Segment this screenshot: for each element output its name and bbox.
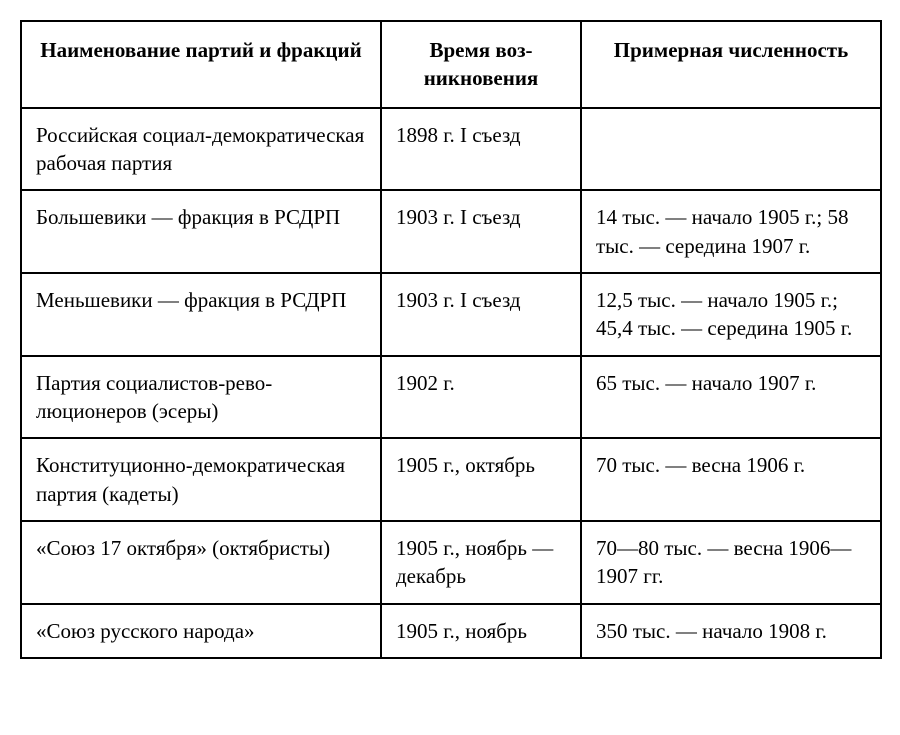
table-row: Меньшевики — фракция в РСДРП 1903 г. I с… <box>21 273 881 356</box>
cell-size: 70—80 тыс. — вес­на 1906—1907 гг. <box>581 521 881 604</box>
col-header-name: Наименование партий и фракций <box>21 21 381 108</box>
table-row: Конституционно-демокра­тическая партия (… <box>21 438 881 521</box>
cell-time: 1898 г. I съезд <box>381 108 581 191</box>
cell-name: Конституционно-демокра­тическая партия (… <box>21 438 381 521</box>
cell-time: 1905 г., ноябрь — декабрь <box>381 521 581 604</box>
cell-size: 65 тыс. — начало 1907 г. <box>581 356 881 439</box>
cell-time: 1905 г., октябрь <box>381 438 581 521</box>
cell-name: Меньшевики — фракция в РСДРП <box>21 273 381 356</box>
cell-size: 70 тыс. — весна 1906 г. <box>581 438 881 521</box>
cell-size: 14 тыс. — начало 1905 г.; 58 тыс. — сере… <box>581 190 881 273</box>
cell-name: Партия социалистов-рево­люционеров (эсер… <box>21 356 381 439</box>
table-row: «Союз 17 октября» (октяб­ристы) 1905 г.,… <box>21 521 881 604</box>
table-row: Большевики — фракция в РСДРП 1903 г. I с… <box>21 190 881 273</box>
cell-time: 1902 г. <box>381 356 581 439</box>
cell-size: 350 тыс. — начало 1908 г. <box>581 604 881 658</box>
cell-time: 1905 г., ноябрь <box>381 604 581 658</box>
table-row: Партия социалистов-рево­люционеров (эсер… <box>21 356 881 439</box>
col-header-time: Время воз­никновения <box>381 21 581 108</box>
cell-size: 12,5 тыс. — начало 1905 г.; 45,4 тыс. — … <box>581 273 881 356</box>
cell-time: 1903 г. I съезд <box>381 190 581 273</box>
table-row: «Союз русского народа» 1905 г., ноябрь 3… <box>21 604 881 658</box>
table-header-row: Наименование партий и фракций Время воз­… <box>21 21 881 108</box>
cell-name: «Союз 17 октября» (октяб­ристы) <box>21 521 381 604</box>
parties-table: Наименование партий и фракций Время воз­… <box>20 20 882 659</box>
table-row: Российская социал-демо­кратическая рабоч… <box>21 108 881 191</box>
col-header-size: Примерная численность <box>581 21 881 108</box>
cell-name: Российская социал-демо­кратическая рабоч… <box>21 108 381 191</box>
cell-time: 1903 г. I съезд <box>381 273 581 356</box>
cell-name: Большевики — фракция в РСДРП <box>21 190 381 273</box>
cell-size <box>581 108 881 191</box>
cell-name: «Союз русского народа» <box>21 604 381 658</box>
